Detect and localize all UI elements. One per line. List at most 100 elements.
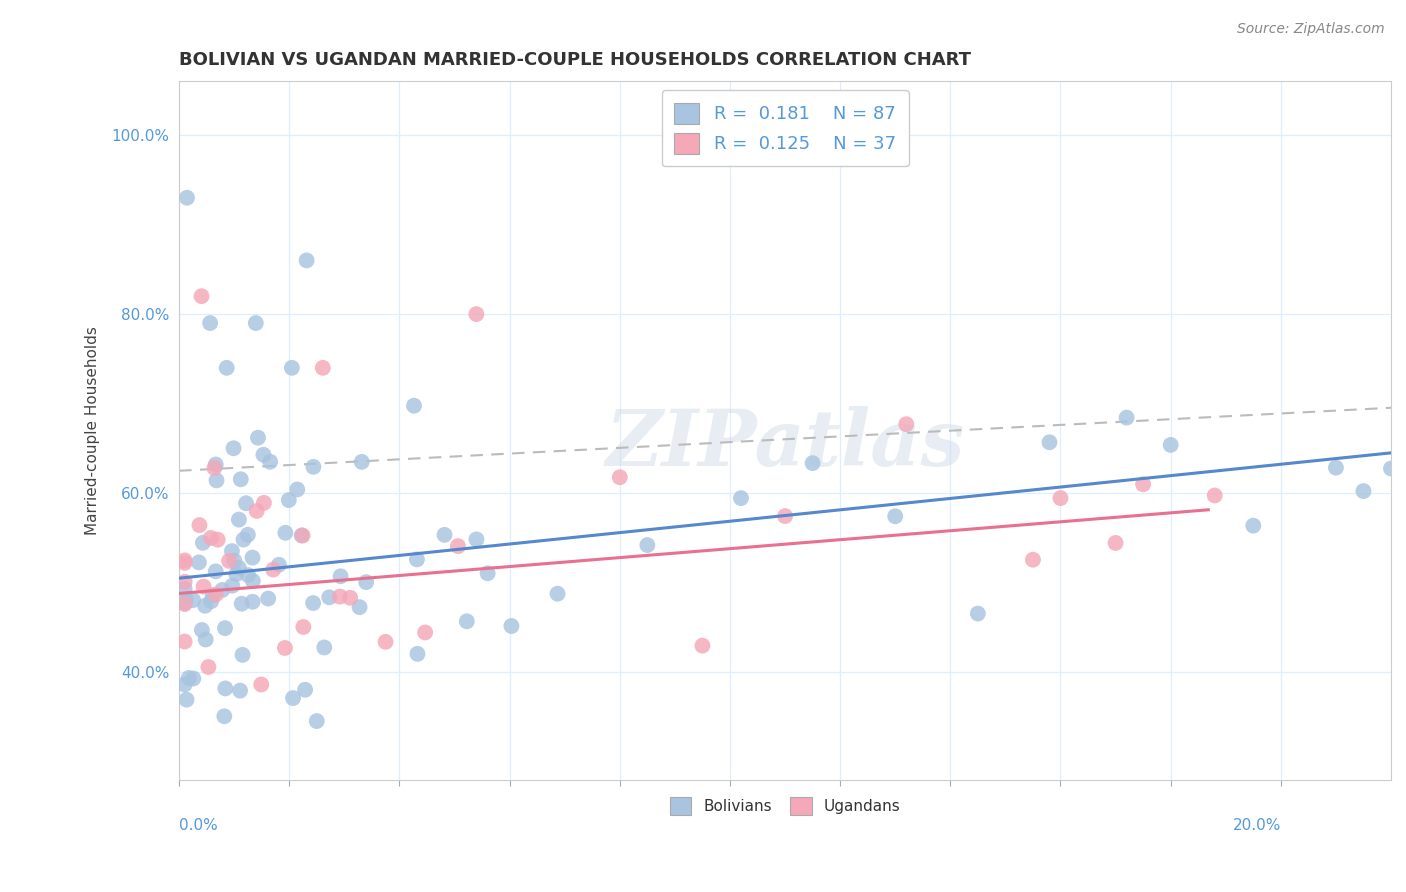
Point [198,316,221,330]
Point [1115,410,1137,425]
Point [193,580,215,594]
Point [329,590,352,604]
Point [896,417,918,432]
Point [236,527,259,541]
Point [204,458,226,472]
Point [267,558,290,572]
Point [250,677,273,691]
Point [205,474,228,488]
Point [302,459,325,474]
Point [262,563,284,577]
Point [1104,536,1126,550]
Point [402,399,425,413]
Point [1022,552,1045,566]
Point [231,597,253,611]
Point [292,620,315,634]
Point [294,682,316,697]
Point [173,553,195,567]
Point [204,588,226,602]
Point [314,640,336,655]
Point [190,289,212,303]
Point [1160,438,1182,452]
Point [224,554,246,568]
Point [312,360,335,375]
Point [236,568,259,582]
Point [1241,518,1264,533]
Point [200,531,222,545]
Point [406,552,429,566]
Point [191,536,214,550]
Point [242,550,264,565]
Point [204,461,226,475]
Point [281,691,304,706]
Point [174,592,197,607]
Point [246,504,269,518]
Point [211,582,233,597]
Point [259,455,281,469]
Point [181,672,204,686]
Point [730,491,752,505]
Point [636,538,658,552]
Point [1324,460,1347,475]
Point [349,600,371,615]
Point [177,671,200,685]
Point [465,307,488,321]
Point [285,483,308,497]
Point [609,470,631,484]
Point [229,472,252,486]
Point [302,596,325,610]
Point [773,509,796,524]
Point [501,619,523,633]
Point [245,316,267,330]
Point [295,253,318,268]
Point [173,582,195,596]
Point [477,566,499,581]
Point [433,528,456,542]
Point [201,588,224,602]
Point [181,593,204,607]
Point [329,569,352,583]
Y-axis label: Married-couple Households: Married-couple Households [86,326,100,535]
Point [291,528,314,542]
Point [200,594,222,608]
Text: BOLIVIAN VS UGANDAN MARRIED-COUPLE HOUSEHOLDS CORRELATION CHART: BOLIVIAN VS UGANDAN MARRIED-COUPLE HOUSE… [179,51,972,69]
Point [966,607,988,621]
Legend: Bolivians, Ugandans: Bolivians, Ugandans [664,791,907,821]
Point [228,560,250,574]
Point [242,595,264,609]
Point [229,683,252,698]
Point [246,431,269,445]
Point [1049,491,1071,505]
Point [188,518,211,533]
Point [173,596,195,610]
Point [1204,488,1226,502]
Point [354,575,377,590]
Point [547,587,569,601]
Point [173,634,195,648]
Point [215,360,238,375]
Point [187,555,209,569]
Text: 20.0%: 20.0% [1233,818,1281,833]
Point [242,574,264,588]
Point [277,493,299,508]
Point [692,639,714,653]
Point [447,539,470,553]
Point [218,554,240,568]
Text: ZIPatlas: ZIPatlas [606,406,965,483]
Point [173,677,195,691]
Point [1353,484,1375,499]
Text: 0.0%: 0.0% [179,818,218,833]
Point [1379,461,1402,475]
Point [204,564,226,578]
Point [406,647,429,661]
Point [884,509,907,524]
Point [339,591,361,605]
Point [228,513,250,527]
Point [207,533,229,547]
Point [253,496,276,510]
Point [231,648,253,662]
Point [214,709,236,723]
Point [191,623,214,637]
Point [232,533,254,547]
Point [222,442,245,456]
